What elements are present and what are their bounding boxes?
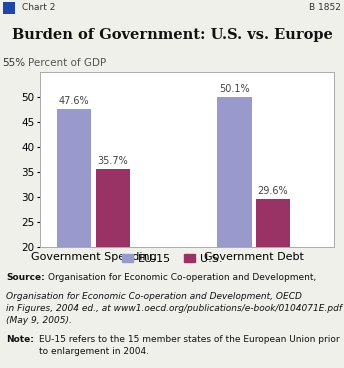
Text: 50.1%: 50.1%	[219, 84, 250, 94]
Text: 35.7%: 35.7%	[97, 156, 128, 166]
Text: Chart 2: Chart 2	[22, 4, 56, 13]
Text: 55%: 55%	[3, 59, 26, 68]
FancyBboxPatch shape	[3, 3, 15, 14]
Text: 29.6%: 29.6%	[258, 187, 288, 197]
Text: Organisation for Economic Co-operation and Development, OECD
in Figures, 2004 ed: Organisation for Economic Co-operation a…	[6, 292, 342, 325]
Text: Source:: Source:	[6, 273, 45, 282]
Bar	[57, 109, 91, 347]
Bar	[96, 169, 130, 347]
Text: Burden of Government: U.S. vs. Europe: Burden of Government: U.S. vs. Europe	[12, 28, 332, 42]
Text: Note:: Note:	[6, 335, 34, 344]
Bar	[217, 96, 252, 347]
Text: Percent of GDP: Percent of GDP	[28, 59, 106, 68]
Bar	[256, 199, 290, 347]
Text: Organisation for Economic Co-operation and Development,: Organisation for Economic Co-operation a…	[47, 273, 319, 282]
Legend: EU-15, U.S.: EU-15, U.S.	[118, 249, 226, 268]
Text: B 1852: B 1852	[309, 4, 341, 13]
Text: 47.6%: 47.6%	[59, 96, 89, 106]
Text: EU-15 refers to the 15 member states of the European Union prior
to enlargement : EU-15 refers to the 15 member states of …	[39, 335, 339, 356]
